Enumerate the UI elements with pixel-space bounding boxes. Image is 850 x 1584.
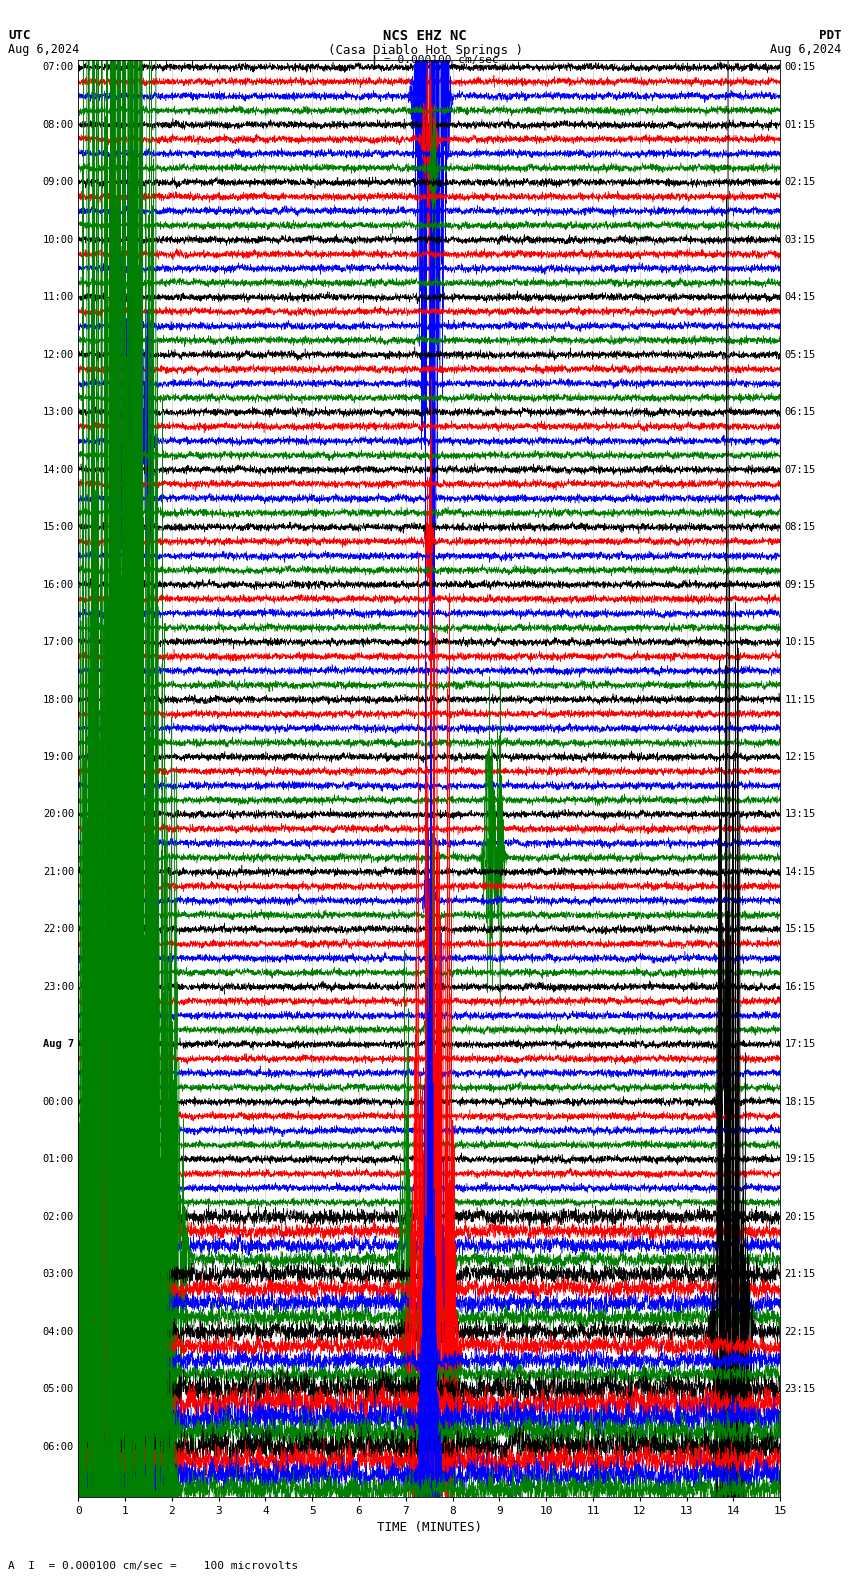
Text: 17:15: 17:15 [785, 1039, 816, 1049]
Text: 03:00: 03:00 [42, 1269, 74, 1280]
Text: 10:15: 10:15 [785, 637, 816, 646]
Text: Aug 6,2024: Aug 6,2024 [770, 43, 842, 55]
Text: Aug 6,2024: Aug 6,2024 [8, 43, 80, 55]
Text: 13:00: 13:00 [42, 407, 74, 417]
Text: 06:15: 06:15 [785, 407, 816, 417]
Text: 21:00: 21:00 [42, 866, 74, 878]
Text: UTC: UTC [8, 29, 31, 41]
Text: 00:15: 00:15 [785, 62, 816, 73]
Text: 20:00: 20:00 [42, 809, 74, 819]
Text: = 0.000100 cm/sec: = 0.000100 cm/sec [384, 55, 499, 65]
Text: 15:00: 15:00 [42, 523, 74, 532]
Text: 16:15: 16:15 [785, 982, 816, 992]
Text: 19:15: 19:15 [785, 1155, 816, 1164]
Text: 13:15: 13:15 [785, 809, 816, 819]
Text: 14:15: 14:15 [785, 866, 816, 878]
Text: Aug 7: Aug 7 [42, 1039, 74, 1049]
Text: 09:15: 09:15 [785, 580, 816, 589]
Text: 06:00: 06:00 [42, 1441, 74, 1451]
Text: 23:15: 23:15 [785, 1384, 816, 1394]
Text: (Casa Diablo Hot Springs ): (Casa Diablo Hot Springs ) [327, 44, 523, 57]
Text: 14:00: 14:00 [42, 464, 74, 475]
Text: 12:15: 12:15 [785, 752, 816, 762]
Text: 21:15: 21:15 [785, 1269, 816, 1280]
Text: 22:00: 22:00 [42, 925, 74, 935]
Text: 09:00: 09:00 [42, 177, 74, 187]
X-axis label: TIME (MINUTES): TIME (MINUTES) [377, 1522, 482, 1535]
Text: 17:00: 17:00 [42, 637, 74, 646]
Text: 23:00: 23:00 [42, 982, 74, 992]
Text: A  I  = 0.000100 cm/sec =    100 microvolts: A I = 0.000100 cm/sec = 100 microvolts [8, 1562, 298, 1571]
Text: 01:15: 01:15 [785, 120, 816, 130]
Text: 05:00: 05:00 [42, 1384, 74, 1394]
Text: 19:00: 19:00 [42, 752, 74, 762]
Text: 07:00: 07:00 [42, 62, 74, 73]
Text: 10:00: 10:00 [42, 234, 74, 246]
Text: 11:15: 11:15 [785, 694, 816, 705]
Text: 02:00: 02:00 [42, 1212, 74, 1221]
Text: 01:00: 01:00 [42, 1155, 74, 1164]
Text: 00:00: 00:00 [42, 1096, 74, 1107]
Text: 18:15: 18:15 [785, 1096, 816, 1107]
Text: PDT: PDT [819, 29, 842, 41]
Text: 15:15: 15:15 [785, 925, 816, 935]
Text: 08:00: 08:00 [42, 120, 74, 130]
Text: 16:00: 16:00 [42, 580, 74, 589]
Text: 03:15: 03:15 [785, 234, 816, 246]
Text: 04:00: 04:00 [42, 1327, 74, 1337]
Text: 11:00: 11:00 [42, 291, 74, 303]
Text: 02:15: 02:15 [785, 177, 816, 187]
Text: 04:15: 04:15 [785, 291, 816, 303]
Text: 22:15: 22:15 [785, 1327, 816, 1337]
Text: 12:00: 12:00 [42, 350, 74, 360]
Text: 07:15: 07:15 [785, 464, 816, 475]
Text: 05:15: 05:15 [785, 350, 816, 360]
Text: NCS EHZ NC: NCS EHZ NC [383, 29, 467, 43]
Text: 08:15: 08:15 [785, 523, 816, 532]
Text: 18:00: 18:00 [42, 694, 74, 705]
Text: 20:15: 20:15 [785, 1212, 816, 1221]
